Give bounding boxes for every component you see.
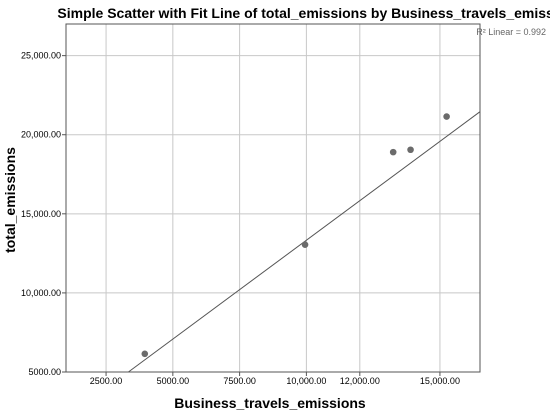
data-point — [141, 350, 149, 358]
points-layer — [141, 113, 450, 358]
grid-lines — [66, 24, 480, 373]
y-tick-label: 10,000.00 — [21, 288, 61, 298]
data-point — [301, 241, 309, 248]
x-axis-ticks: 2500.00 5000.00 7500.00 10,000.00 12,000.00 1… — [90, 372, 460, 386]
y-axis-label: total_emissions — [2, 147, 18, 253]
x-tick-label: 10,000.00 — [286, 376, 326, 386]
plot-frame — [65, 23, 481, 373]
data-point — [407, 146, 414, 154]
x-tick-label: 5000.00 — [157, 376, 190, 386]
x-tick-label: 2500.00 — [90, 376, 123, 386]
y-tick-label: 15,000.00 — [21, 209, 61, 219]
x-tick-label: 7500.00 — [223, 376, 256, 386]
chart-title: Simple Scatter with Fit Line of total_em… — [57, 5, 550, 21]
x-axis-label: Business_travels_emissions — [174, 395, 366, 411]
y-tick-label: 25,000.00 — [21, 51, 61, 61]
y-tick-label: 5000.00 — [28, 367, 61, 377]
x-tick-label: 12,000.00 — [340, 376, 380, 386]
data-point — [443, 113, 450, 120]
y-tick-label: 20,000.00 — [21, 130, 61, 140]
r-squared-annotation: R² Linear = 0.992 — [476, 27, 546, 37]
x-tick-label: 15,000.00 — [420, 376, 460, 386]
y-axis-ticks: 5000.00 10,000.00 15,000.00 20,000.00 25,000… — [21, 51, 66, 377]
data-point — [389, 148, 397, 156]
